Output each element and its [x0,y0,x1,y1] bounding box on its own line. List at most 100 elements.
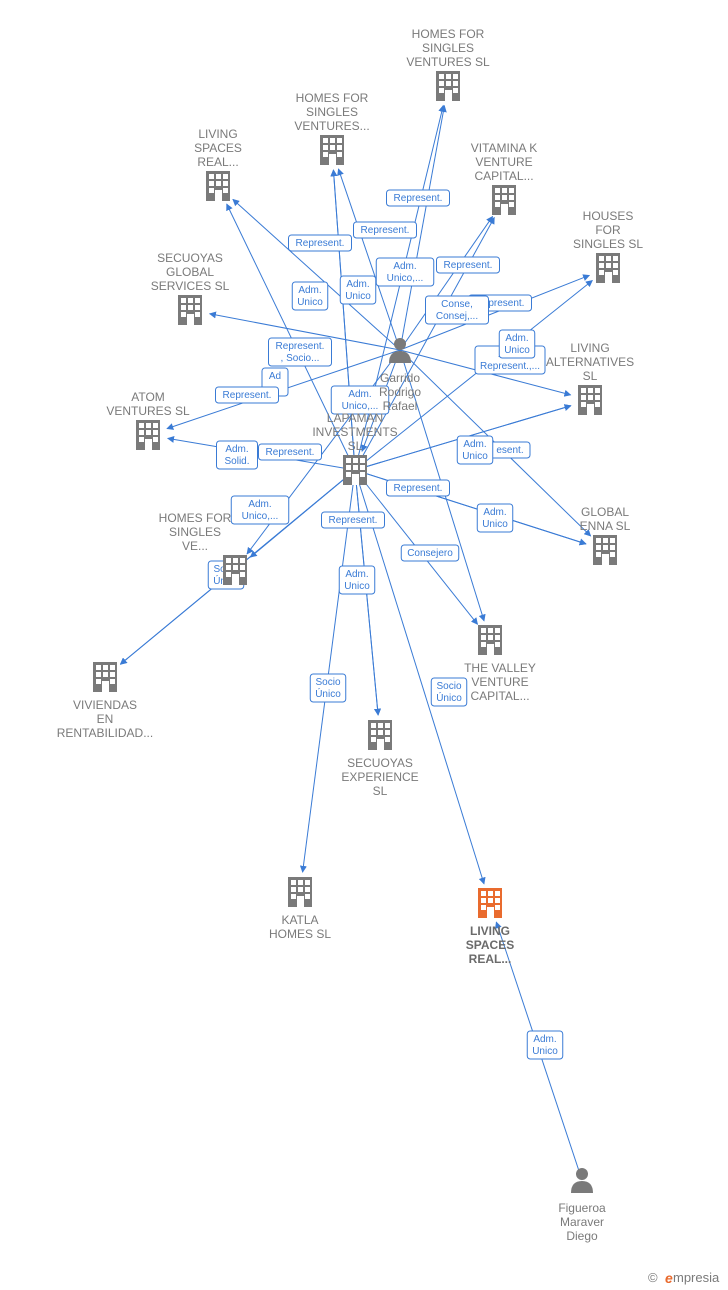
edge-label: Adm. [533,1034,556,1045]
building-icon [206,171,230,201]
edge-label: Consejero [407,548,453,559]
edge-label: Represent.,... [480,361,540,372]
node-label: EN [97,712,114,726]
edge-label: Adm. [463,439,486,450]
node-label: LIVING [570,341,609,355]
edge-label: Adm. [345,569,368,580]
node-label: Figueroa [558,1201,606,1215]
edge-label: Unico [297,297,323,308]
edge-label: Represent. [361,225,410,236]
edge-label: Unico,... [242,511,279,522]
brand-e: e [665,1270,673,1286]
edge-label: Represent. [394,193,443,204]
company-node[interactable]: HOMES FORSINGLESVENTURES SL [406,27,490,101]
edge-label: Único [436,691,462,704]
edge-label: Unico [344,581,370,592]
node-label: VENTURES SL [106,404,190,418]
node-label: EXPERIENCE [341,770,418,784]
company-node[interactable]: HOMES FORSINGLESVENTURES... [294,91,369,165]
node-label: ENNA SL [580,519,631,533]
company-node[interactable]: LAPAMANINVESTMENTSSL [312,411,397,485]
company-node[interactable]: VIVIENDASENRENTABILIDAD... [57,662,153,740]
node-label: ATOM [131,390,165,404]
node-label: VENTURES... [294,119,369,133]
building-icon [320,135,344,165]
company-node[interactable]: LIVINGSPACESREAL... [466,888,514,966]
node-label: SECUOYAS [157,251,223,265]
building-icon [593,535,617,565]
node-label: ALTERNATIVES [546,355,634,369]
edge-label: Represent. [394,483,443,494]
node-label: SPACES [194,141,242,155]
edge-label: Unico [504,345,530,356]
edge-label: Represent. [223,390,272,401]
edge-label: Consej,... [436,311,478,322]
person-node[interactable]: FigueroaMaraverDiego [558,1168,606,1243]
node-label: SL [583,369,598,383]
edge-label: Represent. [444,260,493,271]
building-icon [492,185,516,215]
edge-label: Solid. [224,456,249,467]
edge-label: Adm. [225,444,248,455]
building-icon [578,385,602,415]
node-label: CAPITAL... [470,689,529,703]
company-node[interactable]: KATLAHOMES SL [269,877,331,941]
building-icon [436,71,460,101]
person-node[interactable]: GarridoRodrigoRafael [379,338,421,413]
node-label: SL [373,784,388,798]
building-icon [596,253,620,283]
node-label: Rafael [383,399,418,413]
company-node[interactable]: HOUSESFORSINGLES SL [573,209,643,283]
building-icon [178,295,202,325]
node-label: VE... [182,539,208,553]
node-label: HOMES FOR [159,511,232,525]
edge-label: Represent. [276,341,325,352]
edge-label: Represent. [296,238,345,249]
node-label: REAL... [197,155,238,169]
building-icon [93,662,117,692]
building-icon [223,555,247,585]
edge-label: Unico [345,291,371,302]
node-label: Rodrigo [379,385,421,399]
node-label: HOUSES [583,209,634,223]
edge-label: Unico [462,451,488,462]
node-label: SECUOYAS [347,756,413,770]
company-node[interactable]: THE VALLEYVENTURECAPITAL... [464,625,536,703]
edge-label: Unico,... [387,273,424,284]
building-icon [478,888,502,918]
company-node[interactable]: ATOMVENTURES SL [106,390,190,450]
person-icon [571,1168,593,1193]
edge-label: Ad [269,371,281,382]
edge-label: esent. [496,445,523,456]
node-label: SINGLES [169,525,221,539]
node-label: VIVIENDAS [73,698,137,712]
company-node[interactable]: LIVINGSPACESREAL... [194,127,242,201]
edge-label: Adm. [248,499,271,510]
edge-label: Unico [482,519,508,530]
node-label: CAPITAL... [474,169,533,183]
node-label: SINGLES [306,105,358,119]
node-label: Diego [566,1229,598,1243]
node-label: SL [348,439,363,453]
company-node[interactable]: GLOBALENNA SL [580,505,631,565]
edge-label: Adm. [346,279,369,290]
building-icon [288,877,312,907]
building-icon [343,455,367,485]
node-label: GLOBAL [581,505,629,519]
node-label: Maraver [560,1215,604,1229]
node-label: SPACES [466,938,514,952]
edge-label: Adm. [483,507,506,518]
node-label: RENTABILIDAD... [57,726,153,740]
edge-label: Conse, [441,299,473,310]
company-node[interactable]: SECUOYASGLOBALSERVICES SL [151,251,230,325]
node-label: SINGLES SL [573,237,643,251]
company-node[interactable]: VITAMINA KVENTURECAPITAL... [471,141,537,215]
company-node[interactable]: LIVINGALTERNATIVESSL [546,341,634,415]
node-label: REAL... [469,952,512,966]
edge-label: Adm. [505,333,528,344]
edge-label: Adm. [393,261,416,272]
building-icon [136,420,160,450]
edge-label: Socio [436,681,461,692]
node-label: VITAMINA K [471,141,537,155]
company-node[interactable]: SECUOYASEXPERIENCESL [341,720,418,798]
